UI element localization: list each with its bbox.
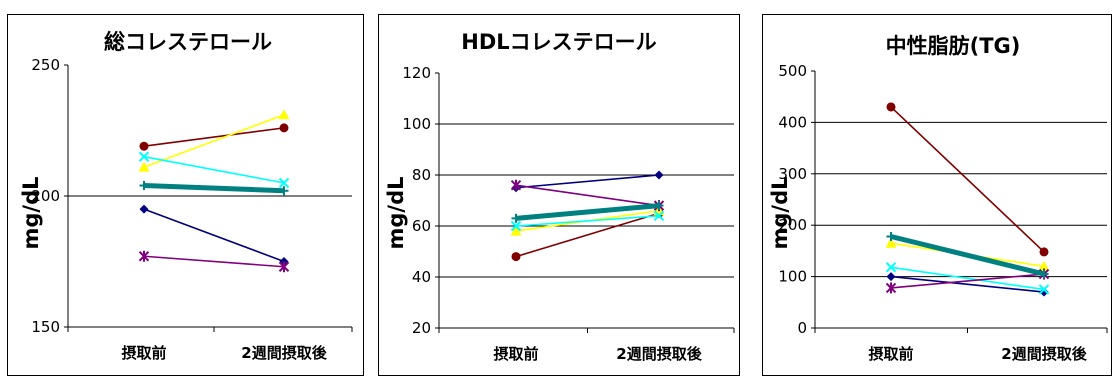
series-line [143,127,285,148]
y-tick-label: 60 [412,217,431,235]
data-point [653,210,665,222]
x-category-label: 摂取前 [493,345,538,363]
y-tick-label: 300 [778,165,807,183]
series-line [515,215,660,227]
y-tick-label: 500 [778,62,807,80]
y-tick-label: 100 [402,115,431,133]
y-tick-label: 0 [797,319,807,337]
data-point [885,262,897,273]
data-point [1038,260,1050,271]
series-line [890,273,1045,289]
y-tick-label: 120 [402,64,431,82]
chart-triglyceride: 中性脂肪(TG) 0 100 200 300 400 500 摂取前 2週間摂取後 mg/dL [768,34,1108,363]
data-point [278,177,290,189]
data-point [654,170,664,180]
chart-title: 中性脂肪(TG) [886,34,1021,58]
data-point [139,204,149,214]
data-point [278,261,290,273]
y-tick-label: 20 [412,319,431,337]
chart-total-cholesterol: 総コレステロール 150 200 250 摂取前 2週間摂取後 mg/dL [19,30,353,362]
data-point [278,109,290,120]
data-point [654,201,664,211]
series-line [143,255,285,268]
data-point [1039,269,1049,279]
series-line [143,155,285,184]
y-tick-label: 80 [412,166,431,184]
x-category-label: 2週間摂取後 [1001,345,1087,363]
data-point [510,179,522,191]
series-line [143,208,285,263]
y-tick-label: 40 [412,268,431,286]
series-line [515,174,660,189]
data-point [510,220,522,232]
data-point [1039,247,1049,257]
chart-panel-hdl-cholesterol: HDLコレステロール 20 40 60 80 100 120 摂取前 2週間摂取後 mg/dL [378,14,740,376]
data-point [886,232,896,242]
y-axis-label: mg/dL [19,177,43,250]
data-point [511,252,521,262]
data-point [138,151,150,162]
data-point [139,181,149,191]
chart-panel-triglyceride: 中性脂肪(TG) 0 100 200 300 400 500 摂取前 2週間摂取後 mg/dL [762,14,1112,376]
x-category-label: 2週間摂取後 [241,344,327,362]
y-tick-label: 400 [778,113,807,131]
x-category-label: 2週間摂取後 [616,345,702,363]
series-line [890,275,1045,293]
data-point [511,213,521,223]
y-tick-label: 150 [31,318,60,336]
data-point [886,102,896,112]
y-tick-label: 200 [31,187,60,205]
data-point [885,282,897,294]
series-line [890,266,1045,291]
data-point [279,186,289,196]
series-line [143,114,285,168]
data-point [510,225,522,236]
series-line [143,183,285,194]
chart-title: HDLコレステロール [461,30,656,54]
data-point [138,161,150,172]
series-line [515,184,660,207]
data-point [886,272,896,282]
data-point [885,237,897,248]
y-axis-label: mg/dL [768,177,792,250]
data-point [279,123,289,133]
series-line [515,212,660,258]
y-axis-label: mg/dL [384,177,408,250]
data-point [1038,284,1050,295]
y-tick-label: 200 [778,216,807,234]
y-tick-label: 250 [31,56,60,74]
data-point [138,250,150,262]
chart-title: 総コレステロール [104,30,272,54]
x-category-label: 摂取前 [868,345,913,363]
data-point [139,141,149,151]
series-line [515,203,660,221]
chart-hdl-cholesterol: HDLコレステロール 20 40 60 80 100 120 摂取前 2週間摂取後 mg/dL [384,30,735,363]
series-line [890,106,1045,253]
chart-panel-total-cholesterol: 総コレステロール 150 200 250 摂取前 2週間摂取後 mg/dL [7,14,364,376]
x-category-label: 摂取前 [121,344,166,362]
series-line [890,234,1045,277]
y-tick-label: 100 [778,268,807,286]
